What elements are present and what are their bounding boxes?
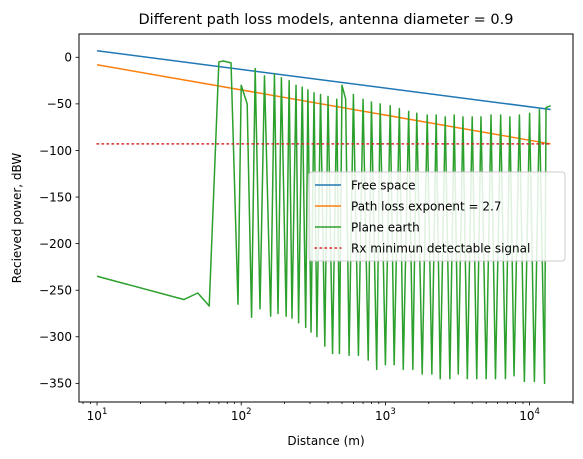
x-axis-ticks: 101 102 103 104 xyxy=(82,402,574,423)
x-tick-label: 101 xyxy=(87,407,108,423)
series-line-free-space xyxy=(96,50,551,111)
x-tick-label: 104 xyxy=(519,407,540,423)
y-tick-label: −250 xyxy=(39,284,72,298)
plot-frame xyxy=(78,33,574,403)
y-axis-ticks: 0 −50 −100 −150 −200 −250 −300 −350 xyxy=(39,51,79,391)
legend-label: Plane earth xyxy=(351,220,420,234)
x-axis-label: Distance (m) xyxy=(287,434,364,448)
y-tick-label: 0 xyxy=(64,51,72,65)
y-tick-label: −300 xyxy=(39,330,72,344)
y-tick-label: −100 xyxy=(39,144,72,158)
y-tick-label: −50 xyxy=(47,97,72,111)
legend-label: Path loss exponent = 2.7 xyxy=(351,199,501,213)
chart-title: Different path loss models, antenna diam… xyxy=(139,12,514,28)
legend: Free space Path loss exponent = 2.7 Plane … xyxy=(308,171,566,262)
x-tick-label: 103 xyxy=(375,407,396,423)
legend-label: Rx minimun detectable signal xyxy=(351,241,530,255)
x-tick-label: 102 xyxy=(231,407,252,423)
y-tick-label: −150 xyxy=(39,190,72,204)
y-axis-label: Recieved power, dBW xyxy=(10,153,24,284)
legend-label: Free space xyxy=(351,178,415,192)
legend-box xyxy=(308,171,566,262)
y-tick-label: −200 xyxy=(39,237,72,251)
y-tick-label: −350 xyxy=(39,377,72,391)
series-line-path-loss-exponent-2-7 xyxy=(96,64,551,145)
